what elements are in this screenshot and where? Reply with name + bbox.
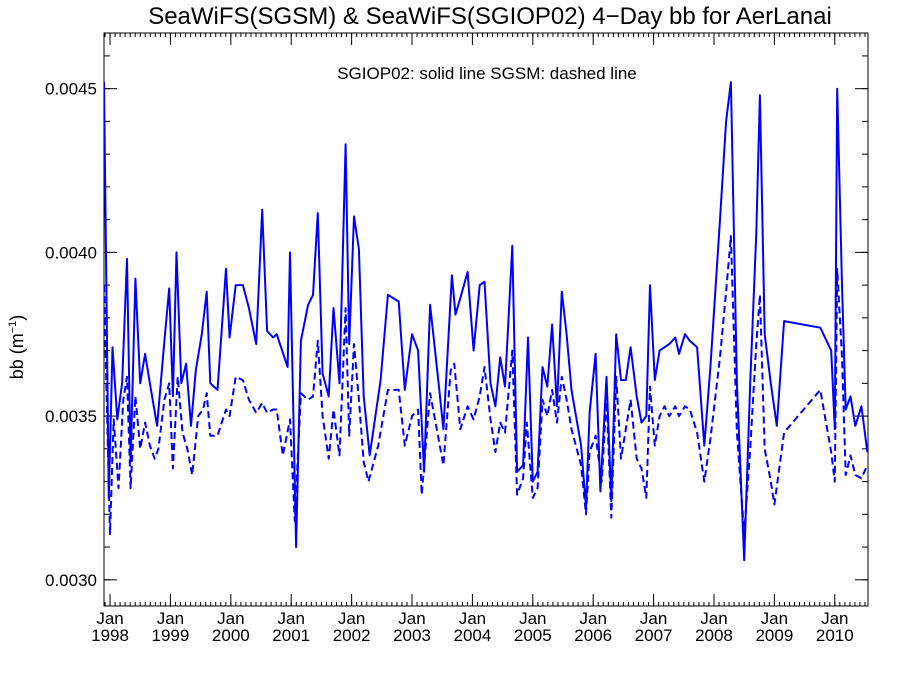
x-tick-label-month: Jan <box>700 609 727 628</box>
legend-annotation: SGIOP02: solid line SGSM: dashed line <box>337 64 637 83</box>
plot-layer: 0.00300.00350.00400.0045Jan1998Jan1999Ja… <box>45 32 869 645</box>
x-tick-label-month: Jan <box>157 609 184 628</box>
x-tick-label-month: Jan <box>821 609 848 628</box>
x-tick-label-month: Jan <box>761 609 788 628</box>
x-tick-label-year: 2010 <box>816 626 854 645</box>
y-axis-label-text: bb (m <box>7 333 27 379</box>
y-tick-label: 0.0035 <box>45 407 97 426</box>
x-tick-label-month: Jan <box>278 609 305 628</box>
chart-title: SeaWiFS(SGSM) & SeaWiFS(SGIOP02) 4−Day b… <box>148 3 832 30</box>
x-tick-label-year: 2004 <box>453 626 491 645</box>
x-tick-label-month: Jan <box>96 609 123 628</box>
y-axis-label-close: ) <box>7 315 27 321</box>
y-tick-label: 0.0045 <box>45 80 97 99</box>
x-tick-label-month: Jan <box>640 609 667 628</box>
y-axis-label-superscript: −1 <box>7 321 19 334</box>
x-tick-label-year: 2000 <box>212 626 250 645</box>
x-tick-label-year: 2003 <box>393 626 431 645</box>
series-line-sgsm <box>104 235 868 535</box>
x-tick-label-month: Jan <box>398 609 425 628</box>
x-tick-label-year: 2009 <box>755 626 793 645</box>
series-line-sgiop02 <box>104 81 868 562</box>
x-tick-label-month: Jan <box>519 609 546 628</box>
x-tick-label-year: 2005 <box>514 626 552 645</box>
x-tick-label-year: 2002 <box>333 626 371 645</box>
x-tick-label-year: 2006 <box>574 626 612 645</box>
x-tick-label-month: Jan <box>579 609 606 628</box>
x-tick-label-year: 2007 <box>635 626 673 645</box>
y-tick-label: 0.0040 <box>45 243 97 262</box>
x-tick-label-year: 2001 <box>272 626 310 645</box>
y-axis-label: bb (m−1) <box>7 315 27 380</box>
y-tick-label: 0.0030 <box>45 571 97 590</box>
x-tick-label-month: Jan <box>217 609 244 628</box>
x-tick-label-month: Jan <box>338 609 365 628</box>
x-tick-label-year: 1998 <box>91 626 129 645</box>
x-tick-label-year: 2008 <box>695 626 733 645</box>
x-tick-label-month: Jan <box>459 609 486 628</box>
x-tick-label-year: 1999 <box>152 626 190 645</box>
